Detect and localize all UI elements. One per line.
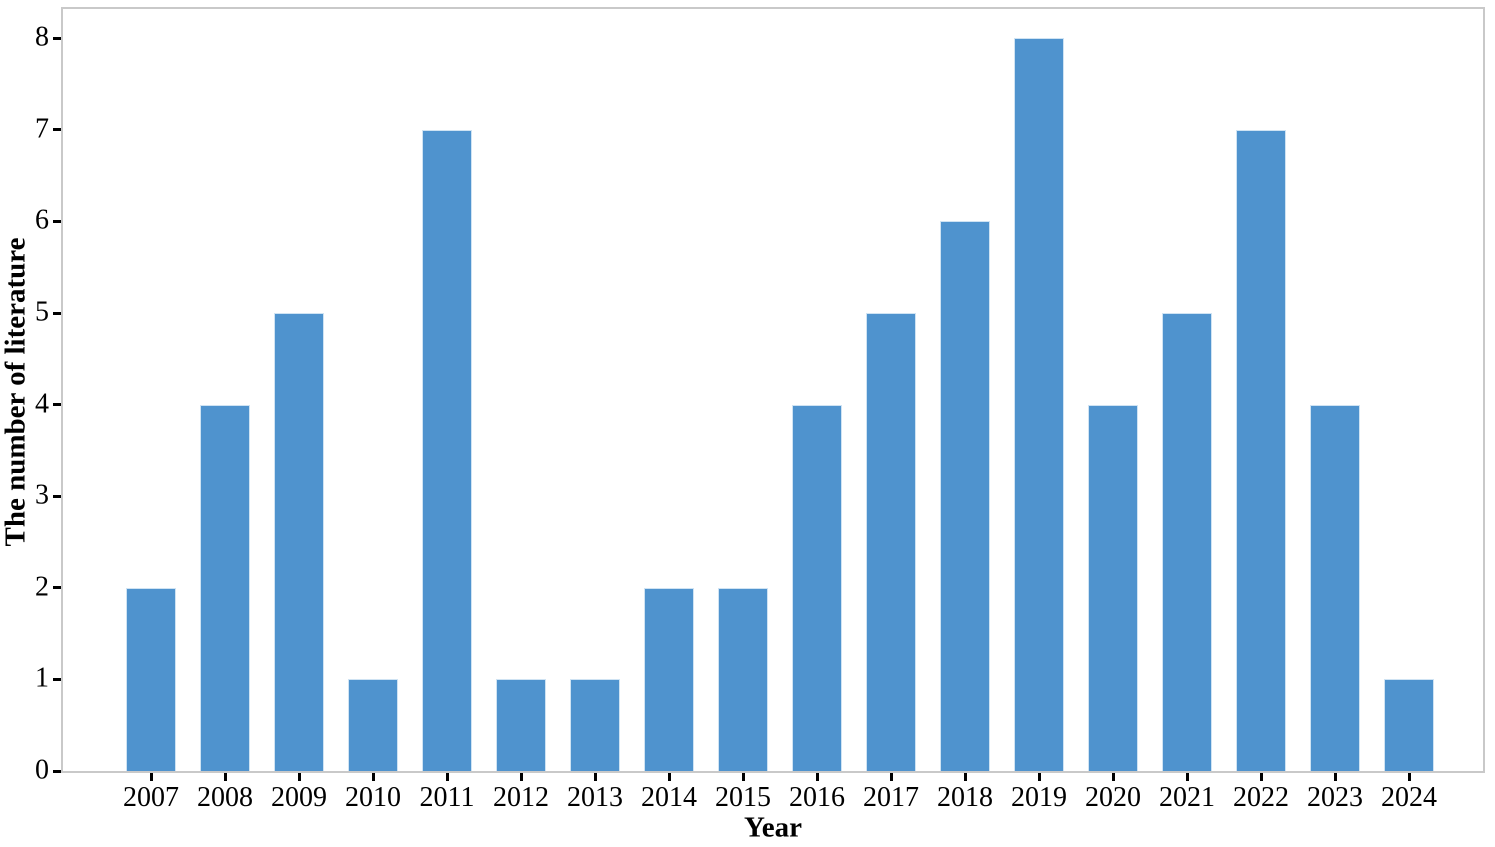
y-tick-label-0: 0	[35, 754, 49, 786]
bar-2015	[718, 588, 768, 771]
x-tick-2021	[1185, 773, 1189, 781]
bar-2020	[1088, 405, 1138, 771]
x-tick-2024	[1407, 773, 1411, 781]
x-tick-label-2014: 2014	[641, 782, 697, 813]
x-tick-2016	[815, 773, 819, 781]
bar-2019	[1014, 38, 1064, 771]
bar-2017	[866, 313, 916, 771]
bar-2016	[792, 405, 842, 771]
bar-2023	[1310, 405, 1360, 771]
x-tick-label-2010: 2010	[345, 782, 401, 813]
x-tick-label-2009: 2009	[271, 782, 327, 813]
x-tick-label-2023: 2023	[1307, 782, 1363, 813]
x-tick-label-2007: 2007	[123, 782, 179, 813]
bar-2008	[200, 405, 250, 771]
x-tick-label-2021: 2021	[1159, 782, 1215, 813]
bar-2009	[274, 313, 324, 771]
bar-2014	[644, 588, 694, 771]
x-tick-2010	[371, 773, 375, 781]
x-tick-2009	[297, 773, 301, 781]
x-tick-label-2022: 2022	[1233, 782, 1289, 813]
x-tick-2008	[223, 773, 227, 781]
x-tick-label-2018: 2018	[937, 782, 993, 813]
bar-2013	[570, 679, 620, 771]
x-tick-label-2013: 2013	[567, 782, 623, 813]
x-axis-label: Year	[744, 811, 802, 844]
y-tick-label-8: 8	[35, 21, 49, 53]
x-tick-2022	[1259, 773, 1263, 781]
y-tick-label-2: 2	[35, 571, 49, 603]
x-tick-label-2015: 2015	[715, 782, 771, 813]
y-tick-label-4: 4	[35, 388, 49, 420]
x-tick-2007	[149, 773, 153, 781]
y-tick-label-3: 3	[35, 479, 49, 511]
x-tick-2020	[1111, 773, 1115, 781]
x-tick-2018	[963, 773, 967, 781]
y-tick-6	[53, 219, 61, 223]
y-tick-8	[53, 36, 61, 40]
x-tick-2019	[1037, 773, 1041, 781]
x-tick-label-2017: 2017	[863, 782, 919, 813]
x-tick-label-2020: 2020	[1085, 782, 1141, 813]
bar-2021	[1162, 313, 1212, 771]
y-tick-label-7: 7	[35, 113, 49, 145]
y-tick-4	[53, 403, 61, 407]
x-tick-2023	[1333, 773, 1337, 781]
y-tick-3	[53, 494, 61, 498]
bar-2010	[348, 679, 398, 771]
x-tick-label-2024: 2024	[1381, 782, 1437, 813]
bar-2012	[496, 679, 546, 771]
y-tick-7	[53, 128, 61, 132]
x-tick-2015	[741, 773, 745, 781]
x-tick-label-2012: 2012	[493, 782, 549, 813]
y-tick-label-6: 6	[35, 204, 49, 236]
bar-2007	[126, 588, 176, 771]
y-tick-1	[53, 677, 61, 681]
x-tick-2013	[593, 773, 597, 781]
y-tick-0	[53, 769, 61, 773]
bar-2011	[422, 130, 472, 771]
x-tick-2014	[667, 773, 671, 781]
y-tick-2	[53, 586, 61, 590]
x-tick-label-2019: 2019	[1011, 782, 1067, 813]
x-tick-2017	[889, 773, 893, 781]
y-axis-label: The number of literature	[0, 237, 32, 547]
x-tick-label-2008: 2008	[197, 782, 253, 813]
x-tick-2012	[519, 773, 523, 781]
y-tick-5	[53, 311, 61, 315]
x-tick-label-2016: 2016	[789, 782, 845, 813]
bar-2018	[940, 221, 990, 771]
y-tick-label-1: 1	[35, 662, 49, 694]
bar-2022	[1236, 130, 1286, 771]
plot-area: 0 1 2 3 4 5 6 7 8 2007 2008 2009 2010 2011 2012 2013 201…	[35, 7, 1485, 813]
x-tick-2011	[445, 773, 449, 781]
bar-2024	[1384, 679, 1434, 771]
y-tick-label-5: 5	[35, 296, 49, 328]
x-tick-label-2011: 2011	[419, 782, 475, 813]
